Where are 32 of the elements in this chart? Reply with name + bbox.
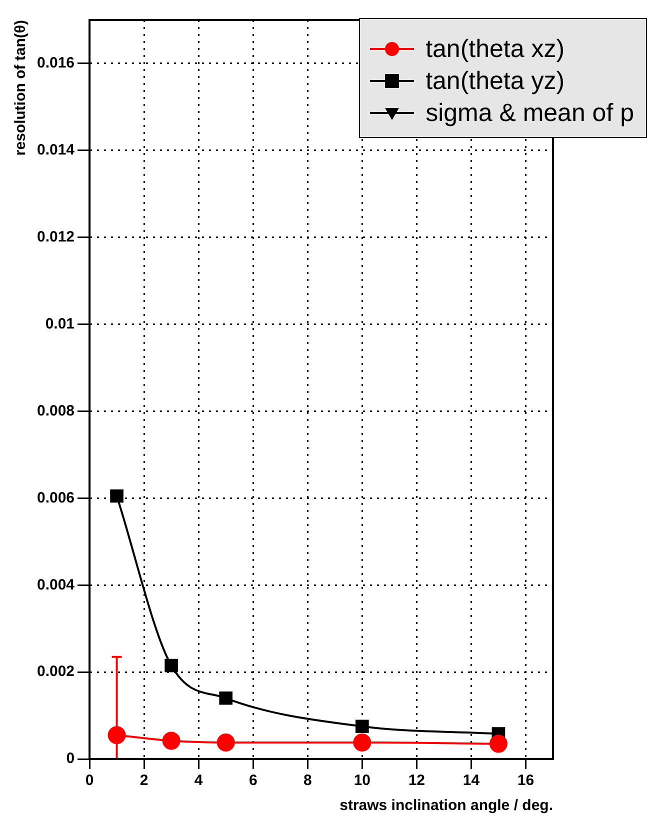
y-tick-label: 0.01 <box>45 315 75 332</box>
x-tick-label: 16 <box>517 772 534 790</box>
y-tick-label: 0.014 <box>36 142 76 159</box>
x-axis-title: straws inclination angle / deg. <box>340 797 553 814</box>
y-tick-label: 0.004 <box>36 576 76 594</box>
point <box>489 734 508 753</box>
y-tick-label: 0 <box>66 750 75 768</box>
x-tick-label: 6 <box>248 772 258 790</box>
point <box>164 658 178 672</box>
y-tick-label: 0.016 <box>36 54 75 72</box>
x-tick-label: 10 <box>354 772 371 790</box>
point <box>353 733 372 752</box>
point <box>108 726 126 744</box>
x-tick-label: 8 <box>303 772 312 790</box>
x-tick-label: 12 <box>408 772 426 790</box>
legend-label: sigma & mean of p <box>426 98 634 129</box>
y-tick-label: 0.008 <box>36 402 75 420</box>
legend-label: tan(theta xz) <box>426 34 565 65</box>
y-tick-label: 0.006 <box>36 489 75 506</box>
x-tick-label: 4 <box>194 772 204 790</box>
x-tick-label: 0 <box>85 772 94 790</box>
y-tick-label: 0.012 <box>36 228 75 246</box>
point <box>356 720 369 734</box>
y-tick-label: 0.002 <box>36 663 75 680</box>
point <box>219 691 233 705</box>
point <box>162 732 180 750</box>
point <box>216 733 235 752</box>
y-axis-title: resolution of tan(θ) <box>12 20 30 156</box>
x-tick-label: 14 <box>462 772 480 790</box>
legend-label: tan(theta yz) <box>426 66 565 97</box>
point <box>110 489 124 503</box>
x-tick-label: 2 <box>140 772 148 790</box>
